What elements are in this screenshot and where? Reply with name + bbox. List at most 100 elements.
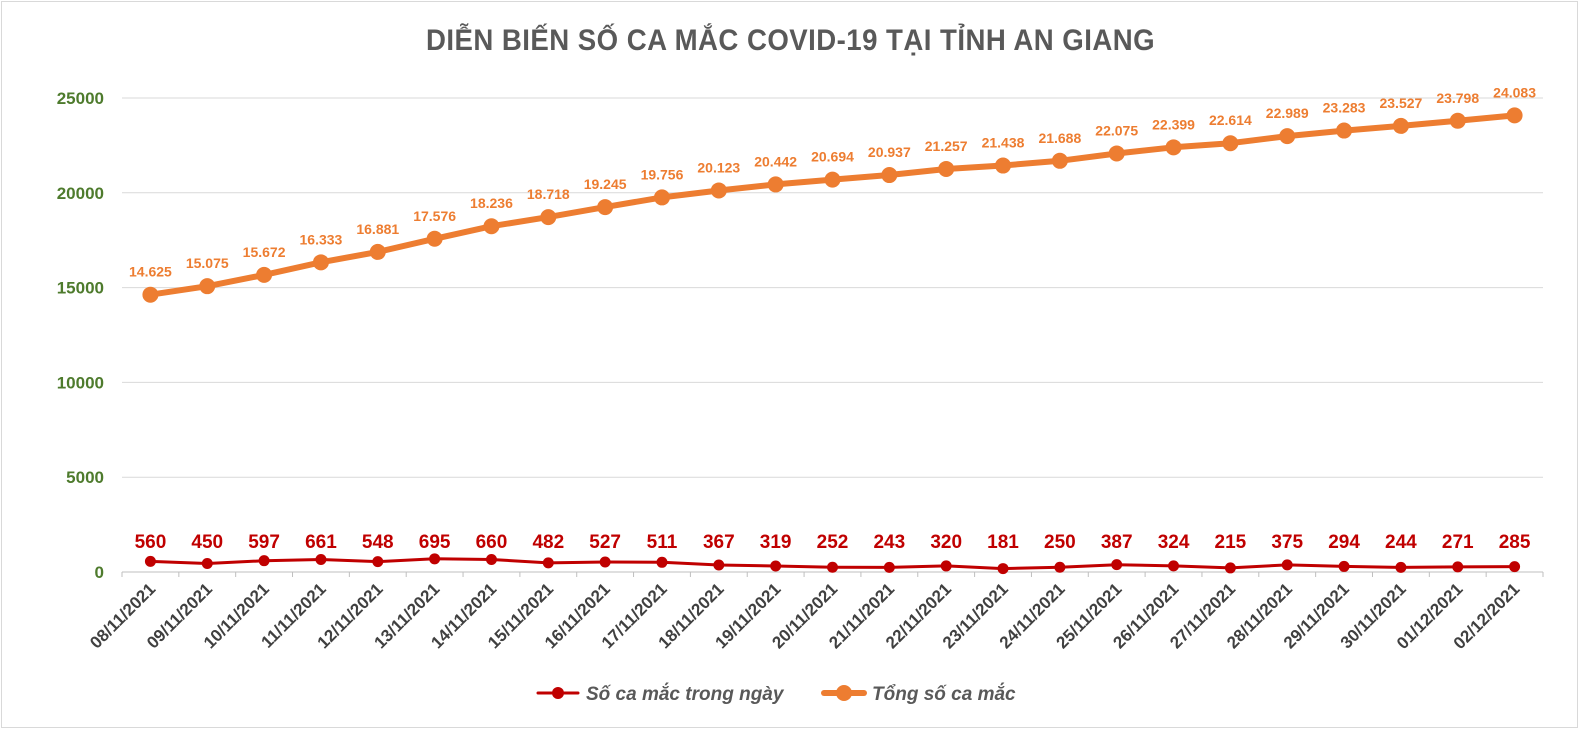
daily-cases-point	[542, 557, 554, 569]
daily-cases-point	[1168, 560, 1180, 572]
total-cases-label: 20.694	[811, 149, 854, 165]
total-cases-label: 15.075	[186, 255, 229, 271]
total-cases-label: 18.718	[527, 186, 570, 202]
daily-cases-label: 387	[1101, 532, 1133, 553]
gridlines	[122, 97, 1543, 573]
total-cases-label: 24.083	[1493, 84, 1536, 100]
daily-cases-label: 294	[1328, 532, 1360, 553]
total-cases-point	[256, 266, 273, 283]
daily-cases-label: 252	[817, 532, 849, 553]
total-cases-point	[312, 254, 329, 271]
daily-cases-point	[997, 563, 1009, 575]
daily-cases-label: 661	[305, 532, 337, 553]
total-cases-label: 22.075	[1095, 122, 1138, 138]
daily-cases-label: 181	[987, 532, 1019, 553]
total-cases-point	[597, 199, 614, 216]
daily-cases-point	[315, 553, 327, 565]
total-cases-point	[1108, 145, 1125, 162]
total-cases-label: 22.989	[1266, 105, 1309, 121]
total-cases-label: 20.442	[754, 153, 797, 169]
total-cases-label: 16.881	[356, 221, 399, 237]
total-cases-label: 23.283	[1323, 100, 1366, 116]
daily-cases-point	[372, 556, 384, 568]
daily-cases-label: 271	[1442, 532, 1474, 553]
daily-cases-label: 450	[191, 532, 223, 553]
total-cases-point	[369, 243, 386, 260]
series-group: 560 450 597 661 548 695 660 482 527 511 367 319 252 2…	[129, 84, 1536, 575]
total-cases-label: 15.672	[243, 244, 286, 260]
total-cases-label: 21.688	[1038, 130, 1081, 146]
daily-cases-point	[883, 561, 895, 573]
daily-cases-point	[827, 561, 838, 573]
daily-cases-label: 215	[1215, 532, 1247, 553]
y-axis: 0 5000 10000 15000 20000 25000	[57, 89, 104, 582]
total-cases-label: 22.399	[1152, 116, 1195, 132]
daily-cases-label: 285	[1499, 532, 1531, 553]
total-cases-label: 18.236	[470, 195, 513, 211]
x-axis: 08/11/202109/11/202110/11/202111/11/2021…	[86, 572, 1544, 653]
daily-cases-point	[1452, 561, 1464, 573]
total-cases-label: 17.576	[413, 208, 456, 224]
total-cases-point	[540, 209, 557, 226]
total-cases-point	[1165, 139, 1182, 156]
total-cases-point	[1392, 117, 1409, 134]
y-tick-label: 15000	[57, 279, 104, 298]
daily-cases-point	[1281, 559, 1293, 571]
legend-point-marker	[836, 685, 852, 701]
total-cases-point	[426, 230, 443, 247]
total-cases-point	[1506, 107, 1523, 124]
total-cases-point	[1222, 135, 1239, 152]
daily-cases-label: 527	[589, 532, 621, 553]
total-cases-line	[147, 112, 1518, 298]
total-cases-label: 19.756	[641, 166, 684, 182]
y-tick-label: 0	[95, 563, 104, 582]
daily-cases-label: 244	[1385, 532, 1417, 553]
daily-cases-label: 324	[1158, 532, 1190, 553]
total-cases-label: 22.614	[1209, 112, 1252, 128]
y-tick-label: 25000	[57, 89, 104, 108]
daily-cases-label: 367	[703, 532, 735, 553]
daily-cases-label: 375	[1271, 532, 1303, 553]
total-cases-label: 20.123	[697, 159, 740, 175]
total-cases-point	[1279, 128, 1296, 145]
daily-cases-label: 560	[135, 532, 167, 553]
chart-title: DIỄN BIẾN SỐ CA MẮC COVID-19 TẠI TỈNH AN…	[425, 24, 1156, 57]
y-tick-label: 5000	[66, 468, 104, 487]
daily-cases-point	[770, 560, 782, 572]
total-cases-point	[938, 160, 955, 177]
daily-cases-label: 250	[1044, 532, 1076, 553]
daily-cases-point	[1111, 559, 1123, 571]
legend-label: Tổng số ca mắc	[872, 683, 1016, 705]
daily-cases-point	[1338, 560, 1350, 572]
total-cases-point	[1336, 122, 1353, 139]
daily-cases-point	[258, 555, 270, 567]
legend-label: Số ca mắc trong ngày	[586, 683, 785, 705]
daily-cases-label: 320	[930, 532, 962, 553]
daily-cases-point	[144, 555, 156, 567]
daily-cases-point	[1509, 561, 1521, 573]
total-cases-label: 20.937	[868, 144, 911, 160]
total-cases-label: 21.438	[982, 135, 1025, 151]
total-cases-label: 23.527	[1379, 95, 1422, 111]
daily-cases-label: 695	[419, 532, 451, 553]
total-cases-point	[1449, 112, 1466, 129]
daily-cases-label: 597	[248, 532, 280, 553]
daily-cases-label: 511	[647, 532, 678, 553]
total-cases-point	[483, 218, 500, 235]
daily-cases-label: 319	[760, 532, 792, 553]
legend-point-marker	[552, 687, 564, 699]
total-cases-point	[710, 182, 727, 199]
daily-cases-label: 243	[873, 532, 905, 553]
y-tick-label: 10000	[57, 373, 104, 392]
total-cases-label: 23.798	[1436, 90, 1479, 106]
daily-cases-point	[656, 556, 668, 568]
daily-cases-point	[1224, 562, 1236, 574]
daily-cases-point	[1054, 561, 1066, 573]
total-cases-point	[653, 189, 670, 206]
daily-cases-point	[485, 553, 497, 565]
daily-cases-point	[201, 557, 213, 569]
daily-cases-label: 660	[476, 532, 508, 553]
daily-cases-label: 548	[362, 532, 394, 553]
total-cases-point	[1051, 152, 1068, 169]
